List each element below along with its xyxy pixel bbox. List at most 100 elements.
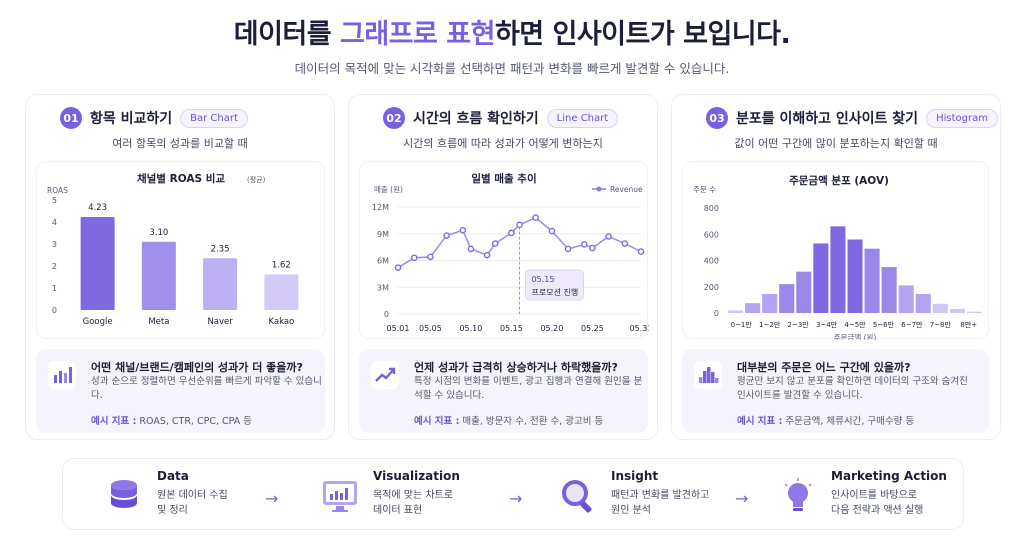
- histogram-bar: [830, 226, 846, 313]
- card-description: 여러 항목의 성과를 비교할 때: [112, 137, 248, 150]
- example-label: 예시 지표 :: [414, 416, 460, 427]
- y-tick-label: 3: [52, 240, 57, 249]
- y-tick-label: 200: [704, 283, 719, 292]
- data-point: [564, 245, 572, 253]
- data-point: [516, 221, 523, 229]
- y-axis-label: 주문 수: [693, 185, 716, 194]
- flow-step-data: Data 원본 데이터 수집 및 정리: [105, 469, 297, 518]
- info-box: 언제 성과가 급격히 상승하거나 하락했을까? 특정 시점의 변화를 이벤트, …: [359, 349, 648, 433]
- data-point: [459, 226, 467, 234]
- card-line-chart: 02 시간의 흐름 확인하기 Line Chart 시간의 흐름에 따라 성과가…: [348, 94, 658, 440]
- series-line: [397, 216, 642, 269]
- histogram-bar: [898, 285, 914, 313]
- bar: [203, 258, 238, 310]
- card-description: 값이 어떤 구간에 많이 분포하는지 확인할 때: [734, 137, 938, 150]
- x-tick-label: Google: [83, 317, 113, 327]
- bar-chart-panel: 채널별 ROAS 비교 (평균) ROAS 0 1 2 3 4 5 4.23 Google 3.10 M…: [36, 161, 325, 339]
- chart-type-pill: Histogram: [926, 108, 998, 128]
- legend-marker: [596, 186, 602, 192]
- info-example: 예시 지표 : 주문금액, 체류시간, 구매수량 등: [737, 413, 969, 427]
- histogram-panel: 주문금액 분포 (AOV) 주문 수 0 200 400 600 800 0~1만 1~2만 2~…: [682, 161, 989, 340]
- y-tick-label: 3M: [377, 283, 389, 292]
- card-header: 03 분포를 이해하고 인사이트 찾기 Histogram: [706, 107, 998, 129]
- x-tick-label: Naver: [207, 317, 233, 327]
- y-tick-label: 6M: [377, 257, 389, 266]
- step-desc-3: 패턴과 변화를 발견하고 원인 분석: [611, 490, 710, 516]
- card-title: 분포를 이해하고 인사이트 찾기: [736, 111, 919, 127]
- title-part-1: 데이터를: [233, 19, 340, 50]
- example-metrics: 매출, 방문자 수, 전환 수, 광고비 등: [462, 416, 604, 427]
- example-label: 예시 지표 :: [91, 416, 137, 427]
- y-tick-label: 800: [704, 204, 719, 213]
- step-title: Insight: [611, 469, 659, 483]
- arrow-icon: →: [509, 489, 523, 508]
- annotation-date: 05.15: [532, 275, 555, 284]
- x-tick-label: 05.31: [630, 324, 649, 333]
- data-point: [508, 229, 515, 237]
- x-tick-label: Kakao: [268, 317, 294, 327]
- data-point: [443, 232, 450, 239]
- step-desc-2: 목적에 맞는 차트로 데이터 표현: [373, 490, 453, 516]
- histogram-bar: [881, 267, 897, 313]
- card-header: 01 항목 비교하기 Bar Chart: [60, 107, 248, 129]
- bar-chart: 채널별 ROAS 비교 (평균) ROAS 0 1 2 3 4 5 4.23 Google 3.10 M…: [47, 172, 299, 327]
- data-label: 4.23: [88, 203, 107, 213]
- x-axis-label: 주문금액 (원): [834, 332, 877, 340]
- bar-chart-icon: [48, 361, 76, 389]
- bar: [264, 274, 299, 310]
- x-tick-label: 0~1만: [731, 320, 753, 329]
- histogram-bar: [847, 239, 863, 313]
- data-point: [548, 227, 556, 235]
- y-axis-label: ROAS: [47, 186, 68, 195]
- data-label: 1.62: [272, 260, 291, 270]
- data-point: [394, 264, 402, 271]
- chart-title: 일별 매출 추이: [471, 172, 536, 185]
- x-tick-label: 05.25: [581, 324, 604, 333]
- info-example: 예시 지표 : ROAS, CTR, CPC, CPA 등: [91, 413, 323, 427]
- data-point: [589, 244, 596, 252]
- info-example: 예시 지표 : 매출, 방문자 수, 전환 수, 광고비 등: [414, 413, 646, 427]
- annotation-text: 프로모션 진행: [532, 287, 579, 297]
- y-tick-label: 400: [704, 257, 719, 266]
- data-point: [621, 240, 629, 247]
- y-tick-label: 600: [704, 230, 719, 239]
- data-point: [580, 241, 588, 248]
- histogram-bar: [864, 248, 880, 313]
- y-tick-label: 0: [384, 310, 389, 319]
- histogram-bar: [915, 293, 931, 313]
- card-title: 항목 비교하기: [90, 111, 173, 127]
- x-tick-label: 05.15: [500, 324, 523, 333]
- card-number: 03: [706, 107, 728, 129]
- x-tick-label: 5~6만: [873, 320, 895, 329]
- arrow-icon: →: [735, 489, 749, 508]
- data-point: [483, 251, 491, 259]
- title-part-2: 하면 인사이트가 보입니다.: [494, 19, 791, 50]
- x-tick-label: Meta: [148, 317, 169, 327]
- magnifier-icon: [562, 480, 592, 513]
- step-title: Data: [157, 469, 189, 483]
- info-answer: 성과 순으로 정렬하면 우선순위를 빠르게 파악할 수 있습니다.: [91, 376, 322, 401]
- card-number: 02: [383, 107, 405, 129]
- step-title: Visualization: [373, 469, 460, 483]
- flow-step-insight: Insight 패턴과 변화를 발견하고 원인 분석: [559, 469, 751, 518]
- bar: [141, 241, 176, 310]
- card-header: 02 시간의 흐름 확인하기 Line Chart: [383, 107, 619, 129]
- line-chart-panel: 일별 매출 추이 매출 (원) Revenue 0 3M 6M 9M 12M 05.15 프로모션…: [359, 161, 649, 339]
- lightbulb-icon: [784, 478, 812, 511]
- histogram-bar: [966, 311, 982, 313]
- data-point: [467, 245, 475, 253]
- x-tick-label: 1~2만: [759, 320, 781, 329]
- info-box: 어떤 채널/브랜드/캠페인의 성과가 더 좋을까? 성과 순으로 정렬하면 우선…: [36, 349, 325, 433]
- data-point: [410, 254, 418, 262]
- process-flow: Data 원본 데이터 수집 및 정리 → Visualization 목적에 맞…: [62, 458, 964, 530]
- info-answer: 특정 시점의 변화를 이벤트, 광고 집행과 연결해 원인을 분석할 수 있습니…: [414, 376, 643, 401]
- data-point: [605, 233, 612, 240]
- y-tick-label: 9M: [377, 230, 389, 239]
- bar: [80, 216, 115, 310]
- page-subtitle: 데이터의 목적에 맞는 시각화를 선택하면 패턴과 변화를 빠르게 발견할 수 …: [294, 61, 730, 76]
- info-question: 대부분의 주문은 어느 구간에 있을까?: [737, 361, 911, 374]
- step-desc-4: 인사이트를 바탕으로 다음 전략과 액션 실행: [831, 490, 924, 516]
- database-icon: [111, 480, 137, 508]
- card-description: 시간의 흐름에 따라 성과가 어떻게 변하는지: [403, 137, 603, 150]
